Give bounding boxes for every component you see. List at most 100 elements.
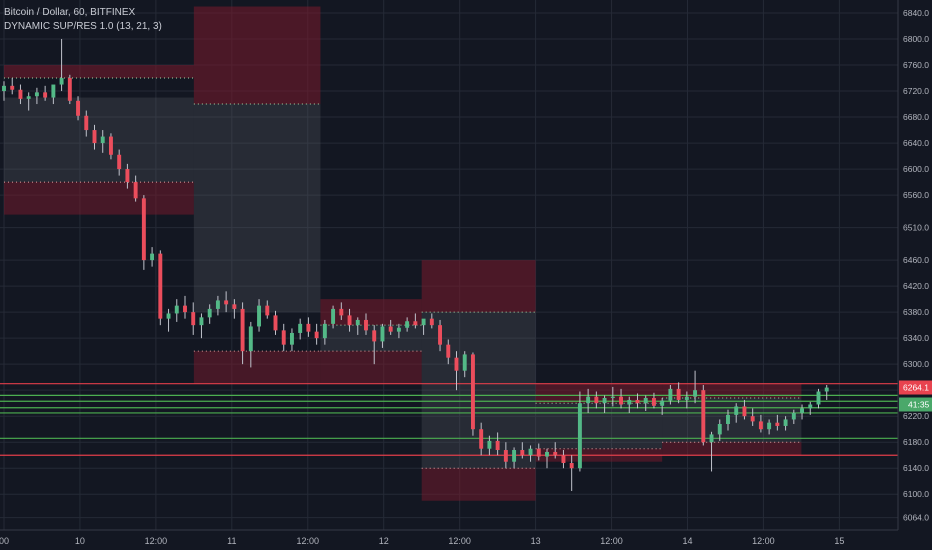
candle-up	[257, 305, 262, 327]
candle-up	[421, 318, 426, 326]
candle-down	[84, 115, 89, 131]
support-zone	[662, 442, 802, 456]
candle-down	[446, 344, 451, 358]
candle-up	[396, 327, 401, 332]
x-tick-label: 15	[834, 536, 844, 546]
candle-down	[372, 330, 377, 342]
y-tick-label: 6100.0	[903, 489, 929, 499]
candle-up	[462, 354, 467, 371]
candle-down	[470, 354, 475, 430]
candle-up	[824, 387, 829, 392]
candle-down	[240, 308, 245, 352]
candle-up	[289, 332, 294, 345]
candle-up	[693, 390, 698, 397]
candle-up	[248, 326, 253, 352]
x-tick-label: 00	[0, 536, 9, 546]
y-tick-label: 6460.0	[903, 255, 929, 265]
candle-up	[487, 440, 492, 449]
indicator-title: DYNAMIC SUP/RES 1.0 (13, 21, 3)	[4, 21, 162, 32]
candle-down	[479, 429, 484, 449]
last-price-label: 6264.1	[903, 383, 929, 393]
countdown-label: 41:35	[908, 399, 930, 409]
mid-zone	[320, 325, 422, 352]
candle-down	[158, 253, 163, 319]
time-axis-background	[0, 530, 932, 550]
candle-down	[281, 330, 286, 345]
candle-down	[183, 305, 187, 313]
candle-up	[355, 319, 360, 326]
support-zone	[4, 182, 194, 215]
candle-up	[166, 313, 171, 319]
candle-down	[314, 331, 319, 339]
candle-up	[528, 448, 533, 456]
candle-up	[512, 450, 517, 462]
mid-zone	[662, 397, 802, 443]
candle-up	[586, 396, 591, 404]
mid-zone	[4, 97, 194, 183]
y-tick-label: 6140.0	[903, 463, 929, 473]
resistance-zone	[535, 383, 663, 404]
candle-down	[232, 304, 237, 309]
y-tick-label: 6300.0	[903, 359, 929, 369]
y-tick-label: 6760.0	[903, 60, 929, 70]
candle-up	[51, 84, 56, 98]
candle-down	[413, 321, 418, 326]
y-tick-label: 6510.0	[903, 223, 929, 233]
candle-up	[602, 397, 607, 404]
candle-up	[709, 434, 714, 443]
y-tick-label: 6064.0	[903, 513, 929, 523]
candle-up	[643, 397, 648, 404]
support-zone	[320, 351, 422, 384]
x-tick-label: 14	[682, 536, 692, 546]
candle-up	[150, 253, 155, 261]
x-tick-label: 10	[75, 536, 85, 546]
candle-down	[339, 308, 344, 316]
candle-down	[18, 89, 23, 99]
candle-down	[306, 323, 311, 332]
y-tick-label: 6800.0	[903, 34, 929, 44]
candle-up	[808, 404, 813, 409]
candle-down	[273, 315, 278, 331]
candle-down	[347, 315, 352, 326]
candle-down	[520, 450, 525, 456]
candle-down	[536, 448, 541, 457]
candle-down	[76, 100, 81, 116]
candle-up	[734, 406, 739, 415]
candle-down	[503, 450, 508, 462]
y-tick-label: 6640.0	[903, 138, 929, 148]
resistance-zone	[320, 299, 422, 326]
candle-down	[133, 182, 138, 199]
candle-down	[265, 305, 270, 316]
candle-up	[627, 399, 632, 405]
y-tick-label: 6720.0	[903, 86, 929, 96]
y-tick-label: 6560.0	[903, 190, 929, 200]
x-tick-label: 12:00	[752, 536, 775, 546]
x-tick-label: 11	[227, 536, 236, 546]
candle-down	[750, 416, 755, 422]
candle-down	[10, 85, 15, 90]
candle-up	[322, 323, 327, 339]
candle-down	[775, 422, 780, 426]
candle-down	[594, 396, 599, 404]
candle-down	[619, 396, 623, 405]
candle-down	[224, 300, 229, 305]
x-tick-label: 12:00	[600, 536, 623, 546]
candle-down	[651, 397, 656, 406]
candle-up	[684, 396, 689, 400]
candle-up	[207, 308, 212, 318]
candle-up	[783, 419, 788, 426]
candle-up	[59, 78, 64, 85]
candle-up	[2, 85, 6, 92]
candle-up	[34, 92, 39, 97]
resistance-zone	[4, 65, 194, 79]
resistance-zone	[193, 6, 321, 105]
candle-up	[717, 424, 722, 435]
candle-down	[495, 440, 500, 451]
symbol-title: Bitcoin / Dollar, 60, BITFINEX	[4, 7, 136, 18]
candle-down	[108, 136, 113, 155]
last-price-badge	[899, 380, 932, 395]
candle-up	[405, 321, 410, 328]
x-tick-label: 12	[379, 536, 389, 546]
